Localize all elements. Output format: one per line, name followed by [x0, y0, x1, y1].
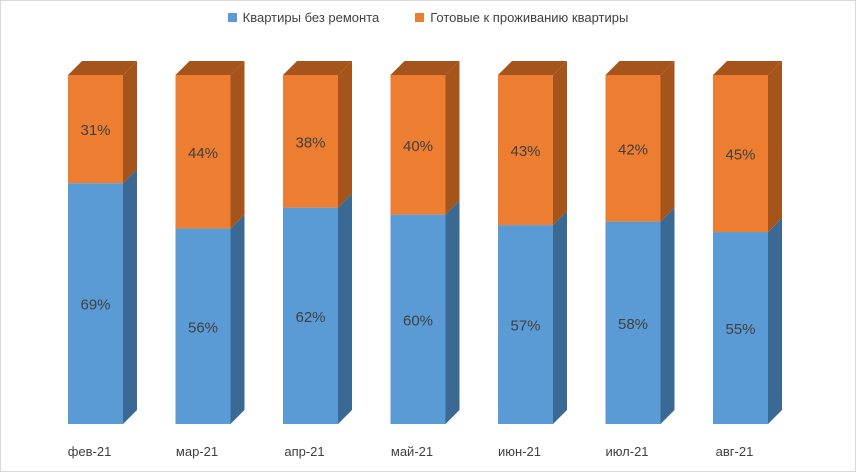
bar-side-move-in-ready-5 [660, 61, 675, 222]
bar-top-move-in-ready-4 [498, 61, 567, 75]
data-label-unrenovated-0: 69% [80, 297, 110, 314]
data-label-move-in-ready-2: 38% [295, 134, 325, 151]
bar-top-move-in-ready-0 [68, 61, 137, 75]
bar-unrenovated-1 [175, 228, 231, 424]
bar-move-in-ready-6 [713, 75, 768, 233]
bar-unrenovated-5 [605, 221, 661, 424]
bar-move-in-ready-4 [498, 75, 553, 226]
bar-side-move-in-ready-1 [230, 61, 245, 229]
bar-side-unrenovated-3 [445, 200, 460, 424]
bar-unrenovated-0 [68, 183, 123, 424]
bar-top-move-in-ready-6 [713, 61, 782, 75]
bar-top-move-in-ready-3 [390, 61, 460, 75]
category-label-3: май-21 [391, 444, 433, 459]
data-label-unrenovated-6: 55% [725, 321, 755, 338]
category-label-1: мар-21 [176, 444, 218, 459]
bar-top-move-in-ready-5 [605, 61, 675, 75]
bar-side-unrenovated-0 [123, 169, 137, 424]
bar-unrenovated-3 [390, 214, 446, 424]
data-label-move-in-ready-3: 40% [403, 138, 433, 155]
legend-item-move-in-ready: Готовые к проживанию квартиры [415, 10, 628, 25]
bar-move-in-ready-3 [390, 75, 446, 215]
legend-swatch-unrenovated [227, 13, 237, 22]
legend: Квартиры без ремонта Готовые к проживани… [0, 10, 856, 25]
data-label-move-in-ready-5: 42% [618, 141, 648, 158]
bar-unrenovated-2 [283, 207, 338, 424]
bar-side-move-in-ready-4 [553, 61, 567, 226]
category-label-6: авг-21 [716, 444, 754, 459]
bar-move-in-ready-0 [68, 75, 123, 184]
bar-move-in-ready-5 [605, 75, 661, 222]
data-label-move-in-ready-4: 43% [510, 143, 540, 160]
bar-side-move-in-ready-2 [338, 61, 352, 208]
bar-side-move-in-ready-3 [445, 61, 460, 215]
bar-side-unrenovated-1 [230, 214, 245, 424]
bar-side-unrenovated-2 [338, 193, 352, 424]
bar-move-in-ready-1 [175, 75, 231, 229]
category-label-0: фев-21 [68, 444, 112, 459]
category-label-4: июн-21 [498, 444, 541, 459]
bar-side-move-in-ready-0 [123, 61, 137, 184]
legend-swatch-move-in-ready [415, 13, 425, 22]
data-label-move-in-ready-1: 44% [188, 145, 218, 162]
bar-top-move-in-ready-2 [283, 61, 352, 75]
category-label-5: июл-21 [605, 444, 648, 459]
bar-move-in-ready-2 [283, 75, 338, 208]
data-label-unrenovated-1: 56% [188, 319, 218, 336]
legend-item-unrenovated: Квартиры без ремонта [227, 10, 380, 25]
bar-unrenovated-6 [713, 232, 768, 424]
data-label-unrenovated-4: 57% [510, 318, 540, 335]
bar-unrenovated-4 [498, 225, 553, 424]
bar-side-unrenovated-5 [660, 207, 675, 424]
bar-top-move-in-ready-1 [175, 61, 245, 75]
legend-label-move-in-ready: Готовые к проживанию квартиры [430, 10, 629, 25]
data-label-unrenovated-2: 62% [295, 309, 325, 326]
data-label-move-in-ready-0: 31% [80, 122, 110, 139]
data-label-unrenovated-5: 58% [618, 316, 648, 333]
legend-label-unrenovated: Квартиры без ремонта [242, 10, 380, 25]
bar-side-unrenovated-6 [768, 218, 782, 424]
bar-side-move-in-ready-6 [768, 61, 782, 233]
bar-side-unrenovated-4 [553, 211, 567, 424]
data-label-move-in-ready-6: 45% [725, 147, 755, 164]
data-label-unrenovated-3: 60% [403, 312, 433, 329]
category-label-2: апр-21 [284, 444, 324, 459]
